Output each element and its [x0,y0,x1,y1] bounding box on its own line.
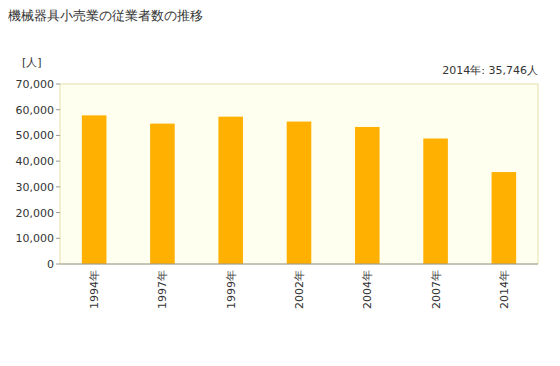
x-tick-label: 2002年 [293,270,306,309]
x-axis [60,264,538,265]
y-tick-label: 30,000 [16,181,55,194]
y-tick-label: 70,000 [16,78,55,91]
y-tick-label: 20,000 [16,207,55,220]
y-tick [56,238,60,239]
bar [150,124,175,264]
bar [423,139,448,264]
bar [287,122,312,264]
annotation: 2014年: 35,746人 [442,64,538,77]
y-tick [56,135,60,136]
x-tick-label: 2007年 [430,270,443,309]
x-tick-label: 2014年 [498,270,511,309]
y-tick-label: 0 [47,258,54,271]
y-tick [56,212,60,213]
chart: 機械器具小売業の従業者数の推移 [人] 2014年: 35,746人 0 10,000 2… [0,0,560,366]
bars [82,115,516,264]
x-tick-label: 1999年 [225,270,238,309]
y-tick-label: 50,000 [16,129,55,142]
y-tick-label: 40,000 [16,155,55,168]
y-label: [人] [22,56,42,69]
bar [355,127,380,264]
title: 機械器具小売業の従業者数の推移 [8,8,203,23]
x-tick-label: 1997年 [156,270,169,309]
bar [82,115,107,264]
x-tick-label: 2004年 [361,270,374,309]
y-tick [56,109,60,110]
y-tick [56,264,60,265]
bar [492,172,517,264]
plot-area [60,84,538,264]
y-tick [56,84,60,85]
y-tick-label: 10,000 [16,232,55,245]
x-tick-label: 1994年 [88,270,101,309]
y-tick [56,186,60,187]
y-tick [56,161,60,162]
bar [218,117,243,264]
y-tick-label: 60,000 [16,104,55,117]
